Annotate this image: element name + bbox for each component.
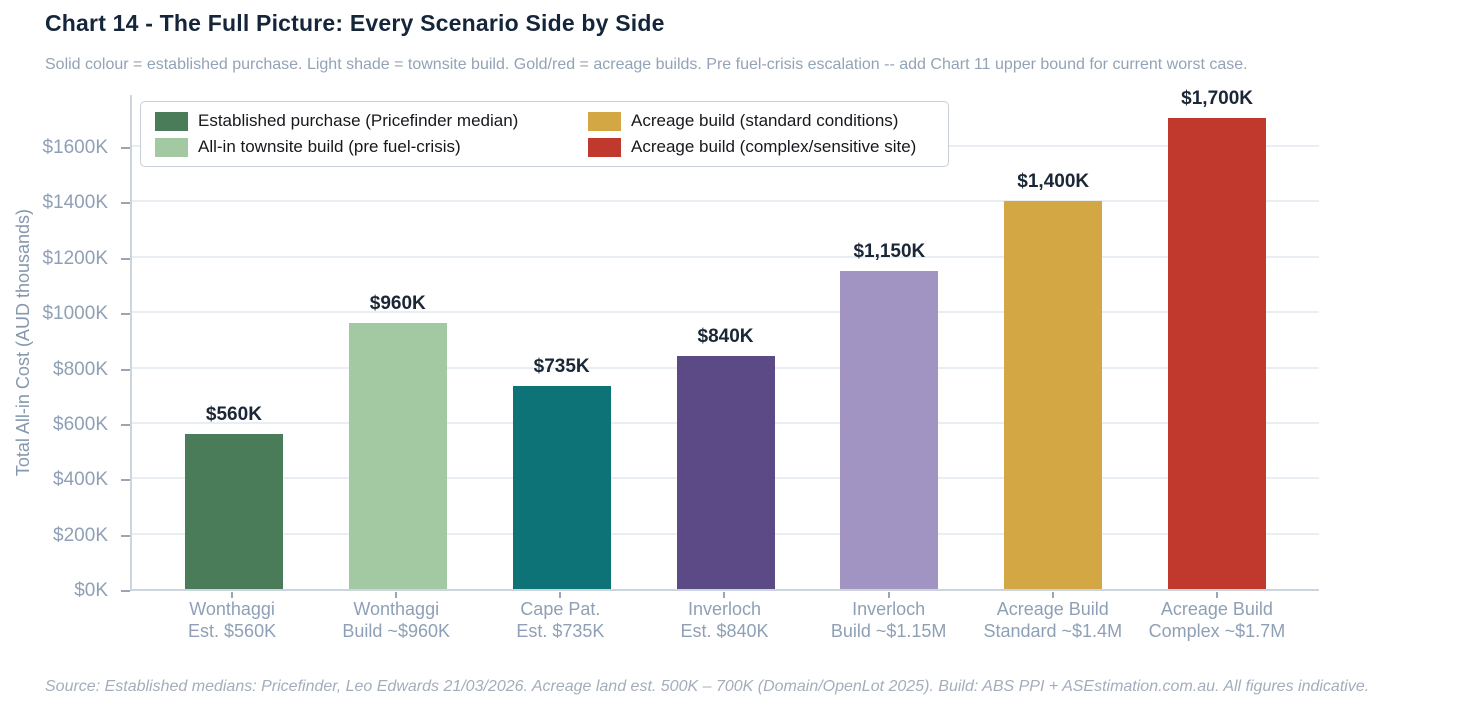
x-tick-mark — [231, 592, 234, 598]
y-tick-mark — [121, 147, 130, 149]
legend-swatch — [155, 111, 188, 131]
x-category-line2: Est. $840K — [680, 621, 769, 641]
x-category-line1: Acreage Build — [1160, 599, 1273, 619]
bar — [1004, 201, 1103, 589]
chart-title: Chart 14 - The Full Picture: Every Scena… — [45, 10, 665, 36]
y-tick-label: $1400K — [42, 192, 108, 214]
bar-value-label: $840K — [697, 326, 754, 348]
x-category: Inverloch Est. $840K — [642, 592, 806, 642]
x-category-line2: Standard ~$1.4M — [983, 621, 1123, 641]
legend-swatch — [155, 137, 188, 157]
y-tick-label: $0K — [74, 580, 108, 601]
legend-item: Established purchase (Pricefinder median… — [155, 111, 588, 131]
x-category: Wonthaggi Build ~$960K — [314, 592, 478, 642]
y-tick-mark — [121, 313, 130, 316]
y-axis: $0K $200K $400K $600K $800K $1000K $1200K $1400… — [0, 95, 130, 601]
x-tick-mark — [395, 592, 398, 598]
y-tick-mark — [121, 368, 130, 371]
x-tick-mark — [1215, 592, 1218, 598]
legend-swatch — [588, 111, 621, 131]
y-tick-mark — [121, 257, 130, 260]
x-tick-mark — [723, 592, 726, 598]
x-category: Cape Pat. Est. $735K — [478, 592, 642, 642]
x-category: Wonthaggi Est. $560K — [150, 592, 314, 642]
x-category-line1: Wonthaggi — [189, 599, 275, 619]
bar-slot: $840K — [644, 95, 808, 589]
x-category: Inverloch Build ~$1.15M — [807, 592, 971, 642]
bar — [348, 323, 447, 589]
y-tick-label: $800K — [53, 358, 108, 380]
chart-subtitle: Solid colour = established purchase. Lig… — [45, 56, 1248, 73]
y-tick-label: $1600K — [42, 137, 108, 158]
x-category-line1: Inverloch — [687, 599, 762, 619]
gridline — [132, 255, 1319, 258]
bar — [512, 385, 611, 589]
legend-item: All-in townsite build (pre fuel-crisis) — [155, 137, 588, 157]
gridline — [132, 311, 1319, 314]
legend-item: Acreage build (complex/sensitive site) — [588, 137, 934, 157]
x-category-line1: Inverloch — [852, 599, 926, 619]
legend: Established purchase (Pricefinder median… — [140, 101, 949, 167]
bar-slot: $960K — [316, 95, 480, 589]
legend-label: All-in townsite build (pre fuel-crisis) — [198, 137, 461, 156]
x-category-line2: Build ~$960K — [342, 621, 450, 641]
x-category-line2: Est. $560K — [188, 621, 277, 641]
bar — [184, 433, 283, 589]
y-tick-mark — [121, 423, 130, 426]
plot-area: $560K $960K $735K $840K $1,150K $1,400K $1,700… — [130, 88, 1319, 591]
bar-slot: $1,150K — [807, 95, 971, 589]
x-tick-mark — [1051, 592, 1054, 598]
bar-slot: $1,700K — [1135, 88, 1299, 589]
x-category: Acreage Build Standard ~$1.4M — [971, 592, 1135, 642]
y-tick-mark — [121, 534, 130, 537]
bar — [1168, 118, 1267, 589]
x-tick-mark — [887, 592, 890, 598]
x-axis: Wonthaggi Est. $560K Wonthaggi Build ~$960K… — [130, 592, 1319, 642]
bar-value-label: $1,150K — [853, 240, 926, 262]
bar-value-label: $1,400K — [1017, 171, 1090, 193]
bar-value-label: $960K — [369, 293, 426, 315]
bar-series: $560K $960K $735K $840K $1,150K $1,400K $1,700… — [132, 88, 1319, 589]
bar-slot: $1,400K — [971, 95, 1135, 589]
bar-value-label: $560K — [205, 403, 262, 425]
x-category-line1: Wonthaggi — [353, 599, 440, 619]
gridline — [132, 200, 1319, 203]
bar — [840, 270, 939, 589]
legend-swatch — [588, 137, 621, 157]
x-category-line1: Acreage Build — [996, 599, 1109, 619]
y-tick-mark — [121, 479, 130, 482]
x-category-line1: Cape Pat. — [520, 599, 601, 619]
y-tick-mark — [121, 590, 130, 592]
bar-slot: $735K — [480, 95, 644, 589]
x-category: Acreage Build Complex ~$1.7M — [1135, 592, 1299, 642]
legend-label: Established purchase (Pricefinder median… — [198, 111, 519, 130]
legend-item: Acreage build (standard conditions) — [588, 111, 934, 131]
x-category-line2: Complex ~$1.7M — [1148, 621, 1286, 641]
bar-value-label: $1,700K — [1181, 88, 1253, 110]
source-note: Source: Established medians: Pricefinder… — [45, 678, 1370, 695]
y-tick-label: $200K — [53, 524, 108, 546]
x-category-line2: Build ~$1.15M — [830, 621, 947, 641]
legend-label: Acreage build (standard conditions) — [631, 111, 899, 130]
y-tick-label: $1000K — [42, 303, 108, 325]
bar-value-label: $735K — [533, 355, 590, 377]
y-tick-label: $600K — [53, 413, 108, 435]
y-tick-label: $400K — [53, 469, 108, 491]
bar-slot: $560K — [152, 95, 316, 589]
x-category-line2: Est. $735K — [516, 621, 605, 641]
bar — [676, 356, 775, 589]
y-tick-label: $1200K — [42, 247, 108, 269]
x-tick-mark — [559, 592, 562, 598]
legend-label: Acreage build (complex/sensitive site) — [631, 137, 917, 156]
y-tick-mark — [121, 202, 130, 205]
